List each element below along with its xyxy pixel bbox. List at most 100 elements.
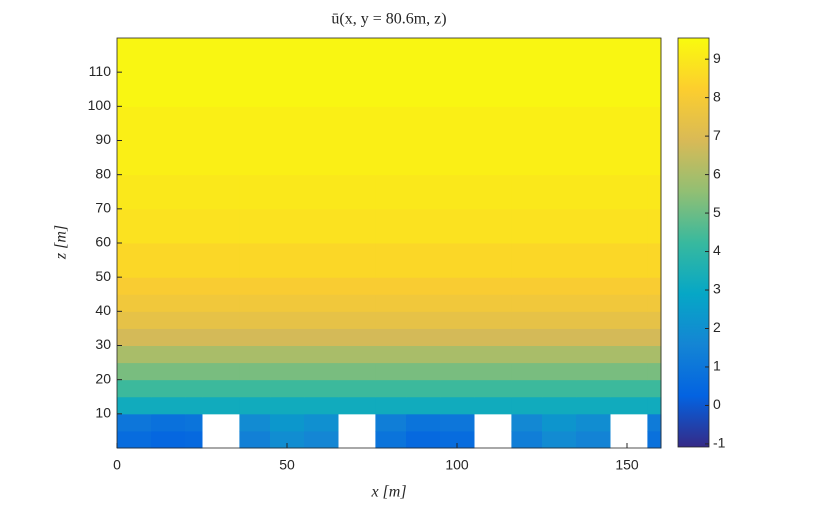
heat-cell	[375, 38, 407, 107]
heat-cell	[185, 294, 203, 312]
heat-cell	[202, 277, 240, 295]
heat-cell	[239, 311, 271, 329]
heat-cell	[542, 345, 577, 364]
heat-cell	[375, 379, 407, 398]
heat-cell	[185, 362, 203, 381]
heat-cell	[185, 174, 203, 210]
heat-cell	[151, 277, 186, 295]
y-tick-label: 90	[95, 131, 111, 147]
heat-cell	[304, 243, 339, 278]
heat-cell	[375, 362, 407, 381]
heat-cell	[117, 106, 152, 176]
heat-cell	[406, 208, 441, 244]
y-tick-label: 100	[88, 97, 112, 113]
heat-cell	[202, 106, 240, 176]
heat-cell	[474, 208, 512, 244]
heat-cell	[542, 413, 577, 432]
heat-cell	[151, 396, 186, 415]
heat-cell	[610, 396, 648, 415]
heat-cell	[239, 208, 271, 244]
heat-cell	[610, 106, 648, 176]
heat-cell	[406, 106, 441, 176]
heat-cell	[406, 345, 441, 364]
heat-cell	[440, 396, 475, 415]
heat-cell	[610, 174, 648, 210]
heat-cell	[185, 430, 203, 449]
heat-cell	[304, 413, 339, 432]
heat-cell	[474, 174, 512, 210]
heat-cell	[511, 430, 543, 449]
y-tick-label: 30	[95, 336, 111, 352]
heat-cell	[576, 396, 611, 415]
heat-cell	[406, 38, 441, 107]
heat-cell	[474, 396, 512, 415]
heat-cell	[117, 277, 152, 295]
heat-cell	[375, 294, 407, 312]
heat-cell	[239, 362, 271, 381]
heat-cell	[511, 328, 543, 346]
heat-cell	[185, 38, 203, 107]
colorbar-tick-label: 4	[713, 242, 721, 258]
heat-cell	[270, 379, 305, 398]
heat-cell	[647, 379, 662, 398]
heat-cell	[185, 328, 203, 346]
y-tick-label: 110	[89, 63, 112, 79]
heat-cell	[647, 243, 662, 278]
heat-cell	[117, 311, 152, 329]
heat-cell	[474, 294, 512, 312]
heat-cell	[511, 311, 543, 329]
colorbar-tick-label: 5	[713, 204, 721, 220]
heat-cell	[511, 106, 543, 176]
heat-cell	[440, 38, 475, 107]
heat-cell	[338, 328, 376, 346]
heat-cell	[474, 277, 512, 295]
heat-cell	[304, 345, 339, 364]
heat-cell	[375, 396, 407, 415]
heat-cell	[610, 379, 648, 398]
heat-cell	[375, 174, 407, 210]
heat-cell	[239, 174, 271, 210]
heat-cell	[406, 243, 441, 278]
heat-cell	[239, 277, 271, 295]
heat-cell	[375, 277, 407, 295]
heat-cell	[440, 294, 475, 312]
heat-cell	[647, 311, 662, 329]
heat-cell	[270, 430, 305, 449]
heat-cell	[647, 328, 662, 346]
heat-cell	[338, 174, 376, 210]
heat-cell	[474, 106, 512, 176]
colorbar-tick-label: 7	[713, 127, 721, 143]
heat-cell	[304, 362, 339, 381]
heat-cell	[270, 277, 305, 295]
heat-cell	[375, 311, 407, 329]
heat-cell	[151, 345, 186, 364]
heat-cell	[185, 311, 203, 329]
heat-cell	[117, 362, 152, 381]
heat-cell	[511, 174, 543, 210]
heat-cell	[406, 362, 441, 381]
heat-cell	[270, 328, 305, 346]
heat-cell	[239, 106, 271, 176]
colorbar-tick-label: -1	[713, 435, 726, 451]
heat-cell	[610, 311, 648, 329]
heat-cell	[610, 294, 648, 312]
heat-cell	[440, 362, 475, 381]
heat-cell	[304, 311, 339, 329]
heat-cell	[375, 430, 407, 449]
heat-cell	[304, 38, 339, 107]
heat-cell	[338, 208, 376, 244]
heat-cell	[511, 277, 543, 295]
heat-cell	[542, 208, 577, 244]
heat-cell	[375, 413, 407, 432]
heat-cell	[304, 277, 339, 295]
x-tick-label: 50	[279, 457, 295, 473]
heat-cell	[610, 362, 648, 381]
heat-cell	[440, 430, 475, 449]
heat-cell	[440, 345, 475, 364]
heat-cell	[647, 294, 662, 312]
heat-cell	[542, 430, 577, 449]
heat-cell	[542, 38, 577, 107]
heat-cell	[270, 38, 305, 107]
heat-cell	[185, 208, 203, 244]
heat-cell	[270, 294, 305, 312]
